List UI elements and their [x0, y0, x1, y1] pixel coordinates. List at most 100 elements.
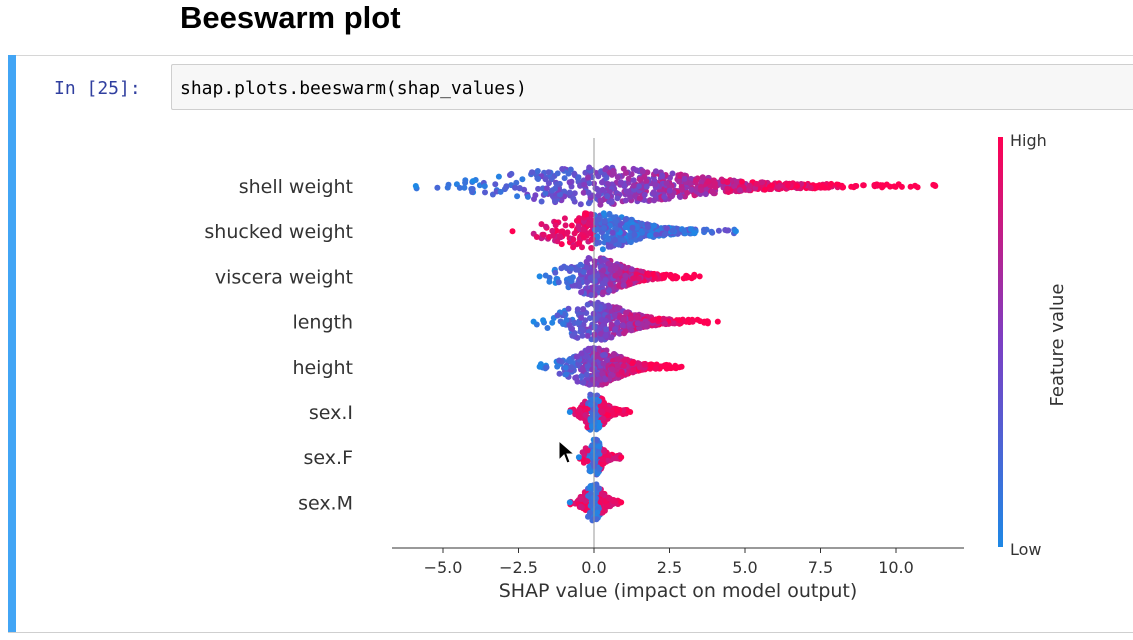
- swarm-point: [631, 231, 638, 238]
- swarm-point: [578, 496, 585, 503]
- swarm-point: [794, 182, 801, 189]
- swarm-point: [587, 502, 594, 509]
- swarm-point: [629, 360, 636, 367]
- swarm-point: [586, 164, 593, 171]
- swarm-point: [590, 452, 597, 459]
- swarm-point: [602, 332, 609, 339]
- swarm-point: [497, 188, 504, 195]
- swarm-point: [619, 322, 626, 329]
- swarm-point: [540, 317, 547, 324]
- swarm-point: [580, 306, 587, 312]
- swarm-point: [566, 179, 573, 186]
- swarm-point: [587, 381, 594, 388]
- swarm-point: [574, 306, 581, 313]
- swarm-point: [543, 223, 549, 230]
- swarm-point: [514, 193, 521, 200]
- swarm-point: [580, 189, 587, 196]
- swarm-point: [552, 185, 558, 192]
- notebook-cell[interactable]: [8, 55, 1133, 633]
- swarm-point-extreme: [509, 228, 516, 235]
- x-tick-label: 2.5: [657, 558, 682, 577]
- swarm-point: [592, 316, 599, 323]
- swarm-point: [552, 269, 559, 276]
- feature-label: height: [292, 357, 353, 379]
- feature-label: sex.I: [309, 402, 353, 424]
- swarm-point: [534, 168, 541, 174]
- swarm-point: [827, 182, 834, 188]
- feature-label: sex.F: [304, 447, 353, 469]
- swarm-point: [593, 436, 600, 443]
- swarm-point: [614, 319, 621, 326]
- swarm-point: [603, 326, 610, 333]
- swarm-point: [600, 415, 606, 422]
- swarm-point: [684, 189, 691, 196]
- swarm-point: [688, 186, 695, 193]
- swarm-point: [587, 509, 593, 516]
- swarm-point: [652, 365, 659, 372]
- swarm-point: [612, 236, 619, 243]
- swarm-point: [538, 198, 545, 205]
- swarm-point: [542, 272, 549, 279]
- swarm-point: [681, 227, 687, 234]
- swarm-point: [585, 221, 592, 228]
- code-text[interactable]: shap.plots.beeswarm(shap_values): [180, 78, 527, 99]
- input-prompt: In [25]:: [54, 78, 141, 99]
- swarm-point: [492, 181, 499, 188]
- swarm-point: [594, 392, 601, 399]
- swarm-point: [596, 465, 603, 472]
- swarm-point: [698, 187, 704, 194]
- swarm-point: [482, 189, 488, 196]
- swarm-point: [584, 447, 591, 454]
- swarm-point: [588, 245, 595, 251]
- swarm-point-extreme: [696, 273, 703, 280]
- swarm-point: [549, 319, 556, 326]
- swarm-point: [583, 264, 590, 271]
- swarm-point: [562, 364, 569, 371]
- swarm-point: [775, 184, 782, 190]
- swarm-point: [645, 224, 651, 231]
- swarm-point: [618, 179, 624, 186]
- swarm-point: [731, 183, 738, 190]
- swarm-point: [600, 210, 607, 217]
- swarm-point: [628, 327, 635, 334]
- swarm-point: [676, 317, 683, 324]
- swarm-point: [614, 195, 621, 202]
- swarm-point: [535, 185, 542, 192]
- swarm-point: [853, 183, 860, 189]
- swarm-point: [635, 183, 642, 190]
- swarm-point: [576, 267, 583, 274]
- swarm-point: [596, 345, 602, 352]
- swarm-point: [630, 367, 637, 373]
- code-input-area[interactable]: shap.plots.beeswarm(shap_values): [171, 64, 1133, 110]
- swarm-point: [540, 231, 547, 238]
- swarm-point: [626, 280, 633, 287]
- swarm-point: [599, 370, 606, 377]
- swarm-point: [587, 391, 594, 398]
- swarm-point: [524, 193, 531, 200]
- swarm-point: [891, 183, 898, 190]
- swarm-point: [644, 169, 651, 176]
- swarm-point: [595, 398, 602, 404]
- swarm-point: [589, 376, 596, 383]
- swarm-point: [661, 231, 668, 238]
- swarm-point: [571, 230, 578, 237]
- swarm-point: [610, 170, 617, 177]
- swarm-point: [570, 236, 577, 243]
- swarm-point: [599, 456, 606, 463]
- swarm-point: [584, 347, 591, 354]
- swarm-point: [604, 180, 611, 187]
- swarm-point: [672, 275, 679, 282]
- swarm-point: [599, 246, 606, 253]
- swarm-point: [633, 167, 640, 174]
- swarm-point: [634, 320, 641, 327]
- swarm-point-extreme: [714, 318, 721, 325]
- swarm-point: [444, 184, 451, 191]
- swarm-point: [661, 320, 668, 327]
- swarm-point: [769, 182, 775, 189]
- swarm-point: [807, 184, 814, 191]
- swarm-point: [580, 226, 587, 233]
- swarm-point: [584, 211, 591, 217]
- swarm-point: [627, 193, 634, 200]
- swarm-point-extreme: [932, 183, 939, 189]
